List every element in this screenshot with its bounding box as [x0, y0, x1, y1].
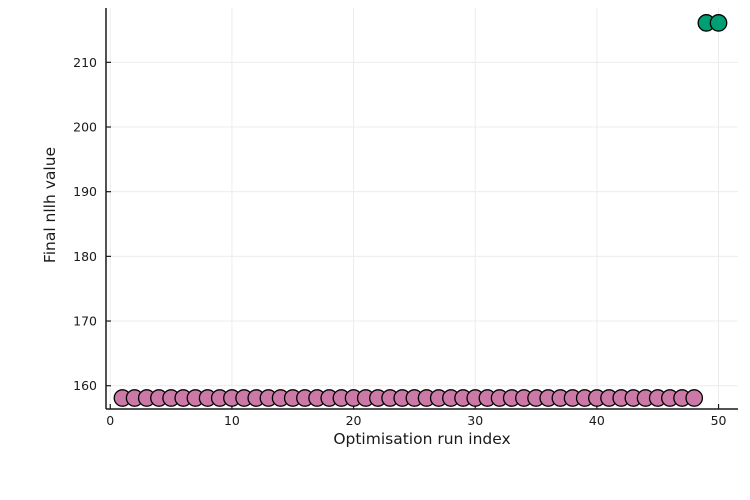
y-axis-label: Final nllh value: [41, 146, 59, 264]
x-tick-label: 20: [346, 413, 362, 428]
x-axis-label: Optimisation run index: [333, 430, 511, 448]
y-tick-label: 160: [73, 378, 97, 393]
y-tick-label: 170: [73, 314, 97, 329]
x-tick-label: 50: [711, 413, 727, 428]
x-tick-label: 40: [589, 413, 605, 428]
y-tick-label: 200: [73, 120, 97, 135]
data-point-outlier-runs: [709, 14, 728, 32]
x-tick-label: 10: [224, 413, 240, 428]
y-tick-label: 190: [73, 184, 97, 199]
y-tick-label: 180: [73, 249, 97, 264]
data-point-converged-runs: [685, 389, 704, 407]
x-tick-label: 30: [467, 413, 483, 428]
y-tick-label: 210: [73, 55, 97, 70]
x-tick-label: 0: [106, 413, 114, 428]
